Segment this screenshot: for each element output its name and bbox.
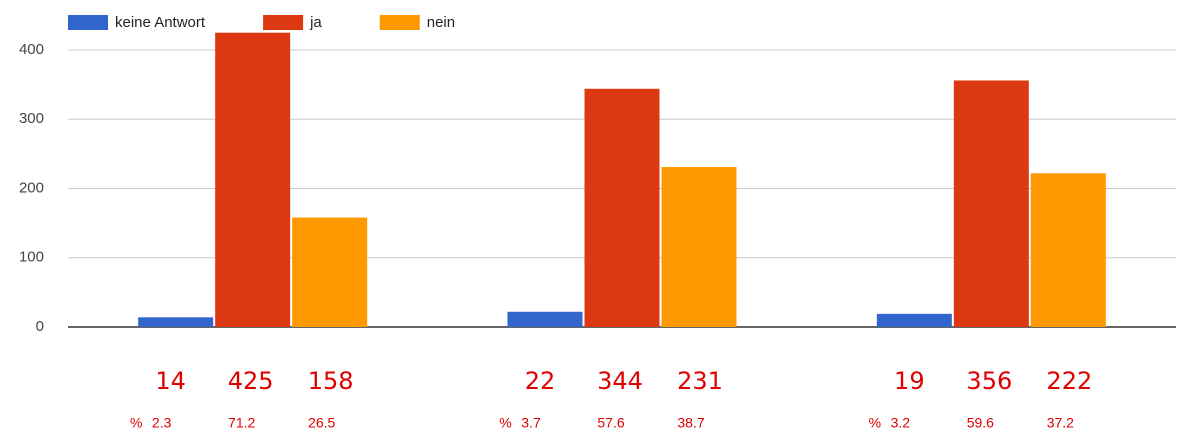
share-unit: % <box>499 415 511 431</box>
share-label: 71.2 <box>228 415 255 431</box>
legend-label: ja <box>309 14 322 31</box>
share-label: 59.6 <box>967 415 994 431</box>
bar <box>953 80 1029 327</box>
value-label: 19 <box>894 367 925 395</box>
y-tick-label: 400 <box>19 41 44 58</box>
share-label: 3.7 <box>521 415 541 431</box>
share-label: 57.6 <box>597 415 624 431</box>
y-tick-label: 0 <box>36 318 44 335</box>
bar <box>215 32 291 327</box>
value-label: 14 <box>155 367 186 395</box>
y-tick-label: 100 <box>19 249 44 266</box>
share-unit: % <box>869 415 881 431</box>
bar <box>507 311 583 327</box>
value-label: 231 <box>677 367 723 395</box>
y-tick-label: 200 <box>19 179 44 196</box>
share-label: 2.3 <box>152 415 172 431</box>
share-label: 3.2 <box>891 415 911 431</box>
bar <box>876 313 952 327</box>
value-label: 222 <box>1046 367 1092 395</box>
share-unit: % <box>130 415 142 431</box>
legend-label: keine Antwort <box>115 14 206 31</box>
value-label: 22 <box>525 367 556 395</box>
bar <box>138 317 214 327</box>
y-tick-label: 300 <box>19 110 44 127</box>
value-label: 356 <box>966 367 1012 395</box>
legend-swatch <box>379 15 420 30</box>
share-label: 38.7 <box>677 415 704 431</box>
value-label: 344 <box>597 367 643 395</box>
bar <box>584 88 660 327</box>
legend-swatch <box>68 15 108 30</box>
bar <box>661 167 737 327</box>
share-label: 26.5 <box>308 415 335 431</box>
legend-label: nein <box>427 14 455 31</box>
value-label: 158 <box>308 367 354 395</box>
bar <box>292 217 368 327</box>
bar <box>1030 173 1106 327</box>
share-label: 37.2 <box>1047 415 1074 431</box>
value-label: 425 <box>228 367 274 395</box>
legend-swatch <box>263 15 304 30</box>
